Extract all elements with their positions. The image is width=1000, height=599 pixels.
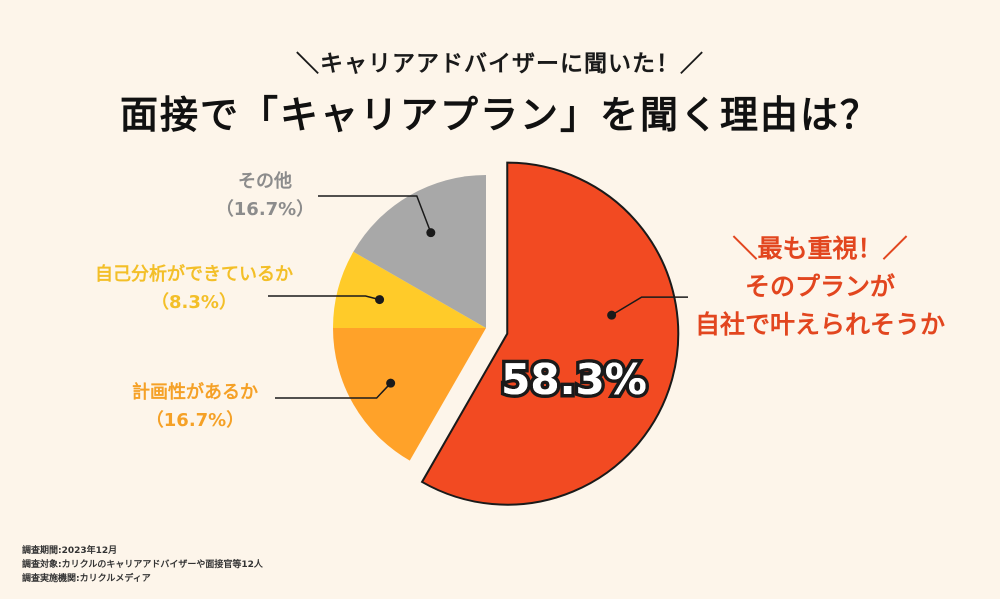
slice-label-self-analysis: 自己分析ができているか （8.3%） bbox=[60, 261, 328, 317]
slice-label-other: その他 （16.7%） bbox=[200, 168, 330, 224]
slice-label-pct: （16.7%） bbox=[145, 410, 245, 431]
slice-label-line: 自社で叶えられそうか bbox=[694, 310, 945, 339]
footnote-survey-period: 調査期間:2023年12月 bbox=[22, 546, 118, 556]
pie-slice-own-company-fit bbox=[420, 161, 680, 506]
slice-label-pct: （8.3%） bbox=[151, 292, 237, 313]
slice-value-label-outline: 58.3% bbox=[498, 352, 651, 408]
slice-value-label-own-company-fit: 58.3% bbox=[501, 355, 647, 404]
pie-slice-self-analysis bbox=[333, 251, 486, 328]
leader-dot-other bbox=[426, 228, 436, 238]
chart-title: 面接で「キャリアプラン」を聞く理由は？ bbox=[119, 93, 880, 137]
slice-label-line: ＼最も重視！／ bbox=[732, 234, 908, 263]
footnote-survey-organization: 調査実施機関:カリクルメディア bbox=[22, 574, 151, 584]
slice-label-text: その他 bbox=[238, 171, 292, 192]
slice-label-own-company-fit: ＼最も重視！／ そのプランが 自社で叶えられそうか bbox=[660, 230, 980, 344]
leader-line-planning bbox=[275, 382, 392, 399]
survey-footnotes: 調査期間:2023年12月 調査対象:カリクルのキャリアアドバイザーや面接官等1… bbox=[22, 544, 263, 586]
slice-label-text: 自己分析ができているか bbox=[95, 264, 293, 285]
leader-line-other bbox=[318, 195, 432, 233]
footnote-survey-target: 調査対象:カリクルのキャリアアドバイザーや面接官等12人 bbox=[22, 560, 263, 570]
slice-label-line: そのプランが bbox=[744, 272, 895, 301]
leader-line-own-company-fit bbox=[611, 296, 688, 316]
leader-line-self-analysis bbox=[268, 295, 380, 301]
slice-label-planning: 計画性があるか （16.7%） bbox=[100, 379, 290, 435]
leader-dot-own-company-fit bbox=[607, 310, 617, 320]
pie-slice-planning bbox=[333, 328, 486, 461]
chart-subtitle: ＼キャリアアドバイザーに聞いた！／ bbox=[296, 51, 704, 77]
pie-slice-other bbox=[353, 175, 486, 328]
slice-label-text: 計画性があるか bbox=[132, 382, 258, 403]
leader-dot-self-analysis bbox=[375, 295, 385, 305]
slice-label-pct: （16.7%） bbox=[215, 199, 315, 220]
leader-dot-planning bbox=[386, 378, 396, 388]
